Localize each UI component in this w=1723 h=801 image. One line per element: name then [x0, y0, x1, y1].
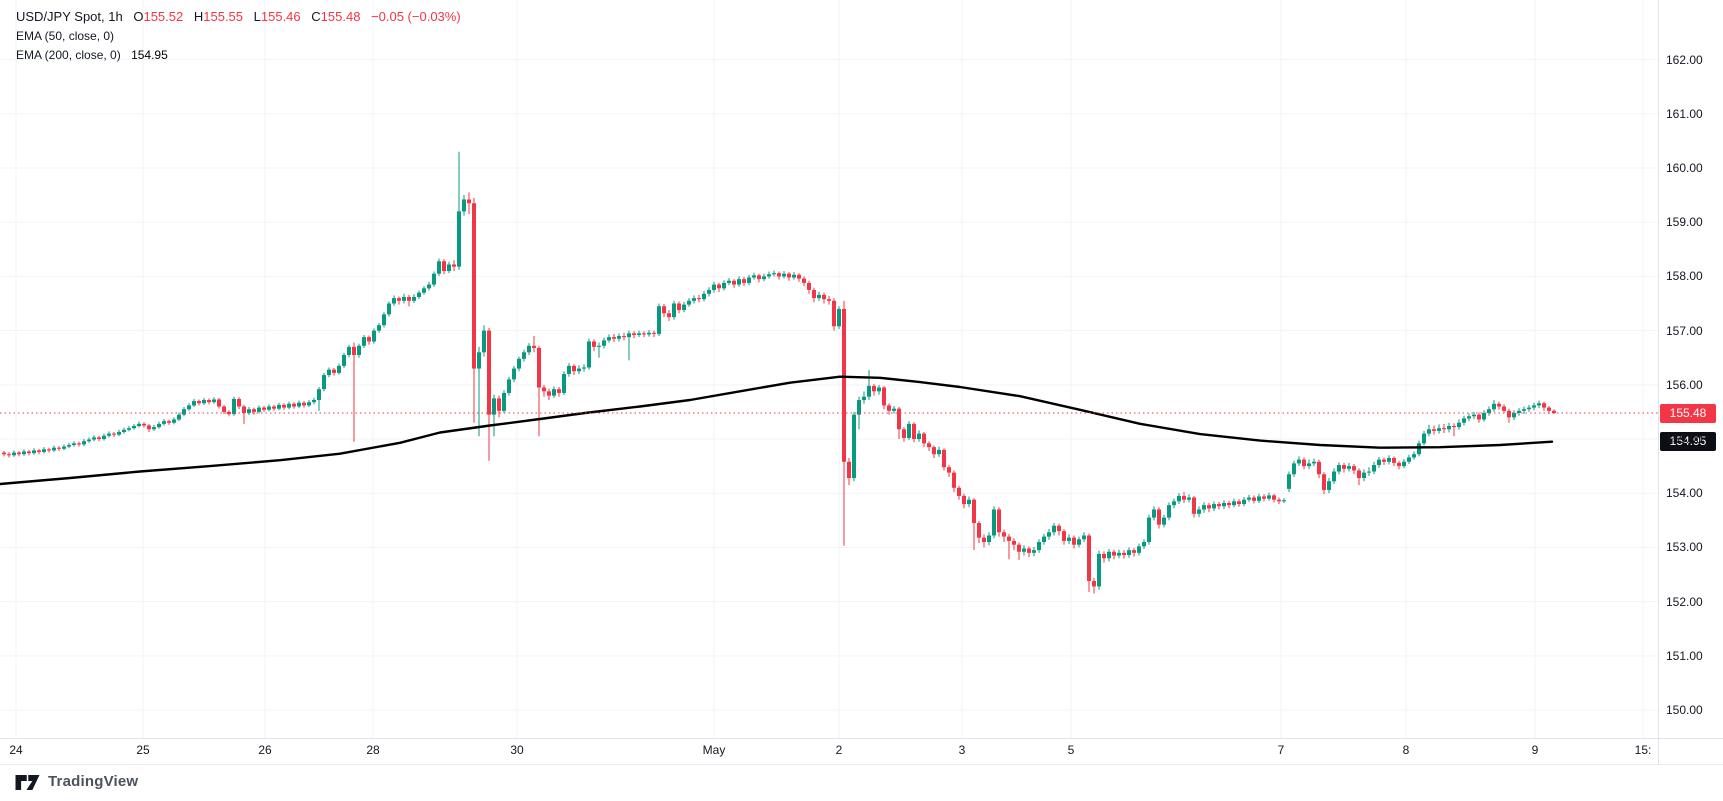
price-axis-label: 150.00 [1666, 703, 1703, 718]
legend-symbol-row[interactable]: USD/JPY Spot, 1h O155.52 H155.55 L155.46… [16, 8, 461, 26]
close-label: C [311, 9, 321, 24]
time-axis-label: 25 [136, 743, 150, 757]
gridlines [0, 0, 1658, 738]
open-label: O [133, 9, 144, 24]
high-label: H [193, 9, 204, 24]
symbol-title[interactable]: USD/JPY Spot, 1h [16, 9, 123, 24]
high-value: 155.55 [203, 9, 244, 24]
time-axis-label: 24 [9, 743, 23, 757]
price-axis-border [1658, 0, 1659, 764]
close-value: 155.48 [320, 9, 361, 24]
low-label: L [253, 9, 261, 24]
price-axis-label: 162.00 [1666, 52, 1703, 67]
legend-ema50-row[interactable]: EMA (50, close, 0) [16, 27, 461, 45]
legend-ema200-row[interactable]: EMA (200, close, 0) 154.95 [16, 46, 461, 64]
candles-layer [2, 151, 1556, 594]
low-value: 155.46 [260, 9, 301, 24]
time-axis-label: 15: [1634, 743, 1652, 757]
price-axis-label: 156.00 [1666, 377, 1703, 392]
tradingview-logo-text: TradingView [48, 772, 139, 790]
time-axis-label: 26 [258, 743, 272, 757]
price-axis-label: 154.00 [1666, 486, 1703, 501]
price-axis-label: 159.00 [1666, 215, 1703, 230]
last-price-badge: 155.48 [1660, 403, 1716, 423]
time-axis-label: 30 [510, 743, 524, 757]
footer-border [0, 764, 1723, 765]
price-axis-label: 153.00 [1666, 540, 1703, 555]
price-axis-label: 158.00 [1666, 269, 1703, 284]
price-axis-label: 161.00 [1666, 106, 1703, 121]
time-axis-label: 7 [1277, 743, 1285, 757]
time-axis-label: 8 [1402, 743, 1410, 757]
ema200-value: 154.95 [131, 48, 168, 62]
legend: USD/JPY Spot, 1h O155.52 H155.55 L155.46… [16, 8, 461, 64]
price-axis-label: 160.00 [1666, 161, 1703, 176]
time-axis[interactable]: 24 25 26 28 30 May 2 3 5 7 8 9 15: [0, 739, 1658, 764]
price-axis-label: 152.00 [1666, 594, 1703, 609]
price-axis-label: 157.00 [1666, 323, 1703, 338]
time-axis-label: 2 [835, 743, 843, 757]
time-axis-label: 5 [1067, 743, 1075, 757]
price-axis[interactable]: 155.48 154.95 162.00 161.00 160.00 159.00 15… [1659, 0, 1723, 738]
time-axis-label: 28 [366, 743, 380, 757]
price-axis-label: 151.00 [1666, 648, 1703, 663]
ema200-label: EMA (200, close, 0) [16, 48, 121, 62]
time-axis-label: May [702, 743, 726, 757]
tradingview-logo-icon [15, 775, 40, 790]
ema200-line [0, 375, 1554, 486]
ema50-label: EMA (50, close, 0) [16, 29, 115, 43]
chart-plot-area[interactable] [0, 0, 1658, 738]
time-axis-border [0, 738, 1723, 739]
time-axis-label: 3 [958, 743, 966, 757]
chart-canvas [0, 0, 1658, 738]
tradingview-watermark[interactable]: TradingView [14, 772, 138, 790]
ema-value-badge: 154.95 [1660, 432, 1716, 452]
open-value: 155.52 [143, 9, 184, 24]
price-axis-label: 155.00 [1666, 432, 1703, 447]
change-value: −0.05 (−0.03%) [371, 9, 461, 24]
time-axis-label: 9 [1531, 743, 1539, 757]
